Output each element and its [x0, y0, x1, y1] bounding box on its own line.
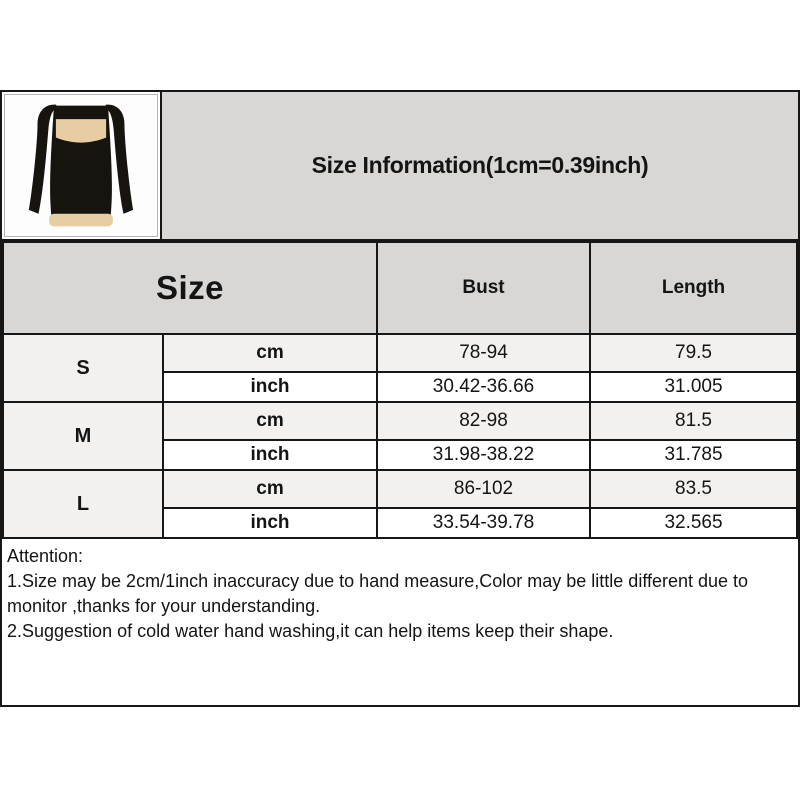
table-row-l-cm: L cm 86-102 83.5: [2, 469, 798, 539]
length-value: 31.005: [589, 371, 798, 403]
unit-label: inch: [161, 371, 379, 403]
bust-value: 33.54-39.78: [376, 507, 592, 539]
length-value: 31.785: [589, 439, 798, 471]
bust-value: 30.42-36.66: [376, 371, 592, 403]
bust-value: 82-98: [376, 401, 592, 441]
size-label-l: L: [2, 469, 164, 539]
table-row-s-cm: S cm 78-94 79.5: [2, 333, 798, 403]
table-header-row: Size Bust Length: [1, 241, 798, 335]
unit-label: cm: [161, 333, 379, 373]
length-column-header: Length: [589, 241, 798, 335]
title-cell: Size Information(1cm=0.39inch): [162, 92, 798, 239]
attention-line: 1.Size may be 2cm/1inch inaccuracy due t…: [7, 571, 749, 591]
length-value: 79.5: [589, 333, 798, 373]
length-value: 83.5: [589, 469, 798, 509]
size-table: Size Bust Length S cm 78-94 79.5 inch 30…: [1, 241, 798, 539]
length-value: 81.5: [589, 401, 798, 441]
attention-section: Attention: 1.Size may be 2cm/1inch inacc…: [2, 539, 798, 705]
unit-label: inch: [161, 439, 379, 471]
size-label-s: S: [2, 333, 164, 403]
attention-line: monitor ,thanks for your understanding.: [7, 596, 321, 616]
bust-column-header: Bust: [376, 241, 592, 335]
attention-line: 2.Suggestion of cold water hand washing,…: [7, 621, 614, 641]
product-image-cell: [2, 92, 162, 239]
length-value: 32.565: [589, 507, 798, 539]
bust-value: 31.98-38.22: [376, 439, 592, 471]
dress-graphic: [28, 104, 134, 227]
table-row-l-inch: inch 33.54-39.78 32.565: [3, 507, 798, 539]
product-photo: [4, 94, 158, 237]
table-row-s-inch: inch 30.42-36.66 31.005: [3, 371, 798, 403]
header-row: Size Information(1cm=0.39inch): [2, 92, 798, 241]
unit-label: cm: [161, 469, 379, 509]
unit-label: cm: [161, 401, 379, 441]
bust-value: 78-94: [376, 333, 592, 373]
attention-heading: Attention:: [7, 546, 84, 566]
unit-label: inch: [161, 507, 379, 539]
bust-value: 86-102: [376, 469, 592, 509]
size-chart-title: Size Information(1cm=0.39inch): [311, 152, 649, 178]
size-chart-panel: Size Information(1cm=0.39inch) Size Bust…: [0, 90, 800, 707]
table-row-m-cm: M cm 82-98 81.5: [2, 401, 798, 471]
size-label-m: M: [2, 401, 164, 471]
table-row-m-inch: inch 31.98-38.22 31.785: [3, 439, 798, 471]
size-column-header: Size: [1, 241, 379, 335]
